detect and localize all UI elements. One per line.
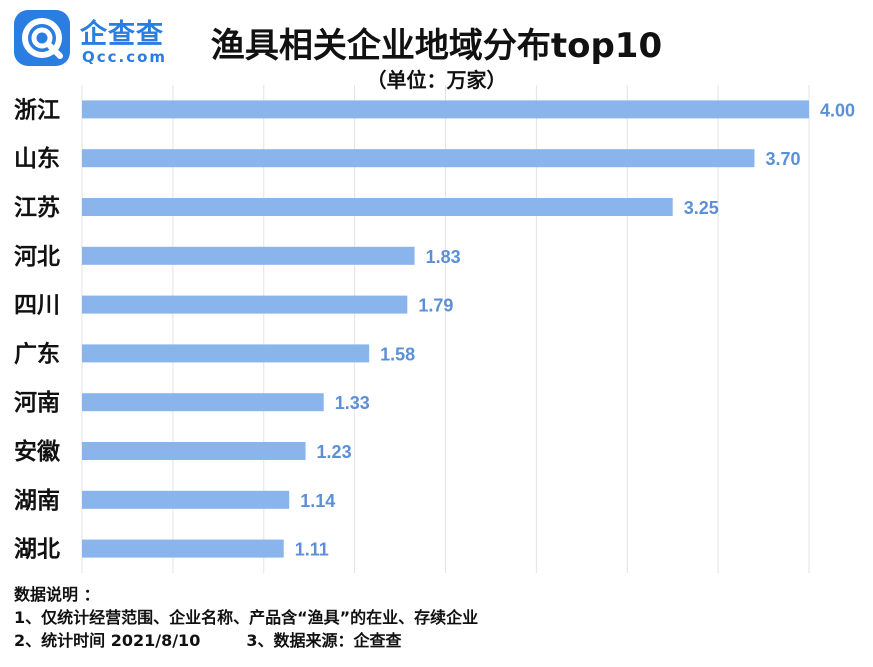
- category-label: 湖南: [14, 488, 60, 514]
- bar-chart: 浙江 4.00 山东 3.70 江苏 3.25 河北 1.83 四川 1.79 广东 1.58 河南 1.…: [14, 85, 855, 573]
- brand-logo: 企查查 Qcc.com: [14, 10, 174, 66]
- bar: [82, 100, 809, 119]
- category-label: 浙江: [14, 97, 60, 123]
- value-label: 4.00: [820, 100, 855, 120]
- notes-source: 3、数据来源：企查查: [246, 631, 402, 650]
- bar: [82, 442, 306, 460]
- value-label: 1.79: [418, 296, 453, 316]
- notes-heading: 数据说明 ：: [14, 585, 100, 604]
- category-label: 四川: [14, 293, 60, 319]
- value-label: 1.33: [335, 393, 370, 413]
- bar: [82, 344, 370, 363]
- value-label: 3.25: [684, 198, 719, 218]
- bar: [82, 393, 324, 412]
- chart-unit: （单位：万家）: [366, 68, 507, 92]
- bar: [82, 198, 673, 216]
- bar: [82, 490, 290, 509]
- value-label: 1.83: [426, 247, 461, 267]
- brand-name-en: Qcc.com: [82, 48, 168, 66]
- category-label: 湖北: [14, 537, 60, 563]
- category-label: 广东: [14, 340, 60, 367]
- value-label: 1.14: [300, 491, 335, 511]
- value-label: 3.70: [765, 149, 800, 169]
- bar: [82, 149, 755, 168]
- category-label: 河北: [14, 244, 60, 270]
- notes-stat-time: 2、统计时间 2021/8/10: [14, 631, 201, 650]
- notes-line-1: 1、仅统计经营范围、企业名称、产品含“渔具”的在业、存续企业: [14, 608, 479, 627]
- chart-title: 渔具相关企业地域分布top10: [210, 26, 663, 66]
- category-label: 山东: [14, 145, 60, 172]
- bar: [82, 246, 415, 265]
- bar: [82, 539, 284, 558]
- category-label: 河南: [14, 390, 60, 416]
- value-label: 1.11: [295, 540, 329, 560]
- notes-line-2: 2、统计时间 2021/8/10 3、数据来源：企查查: [14, 629, 478, 652]
- value-label: 1.23: [317, 442, 352, 462]
- qcc-logo-icon: [14, 10, 70, 66]
- value-label: 1.58: [380, 344, 415, 364]
- category-label: 安徽: [14, 438, 61, 465]
- brand-name-cn: 企查查: [80, 19, 164, 50]
- category-label: 江苏: [14, 195, 60, 221]
- data-notes: 数据说明 ： 1、仅统计经营范围、企业名称、产品含“渔具”的在业、存续企业 2、…: [14, 583, 478, 652]
- bar: [82, 295, 408, 314]
